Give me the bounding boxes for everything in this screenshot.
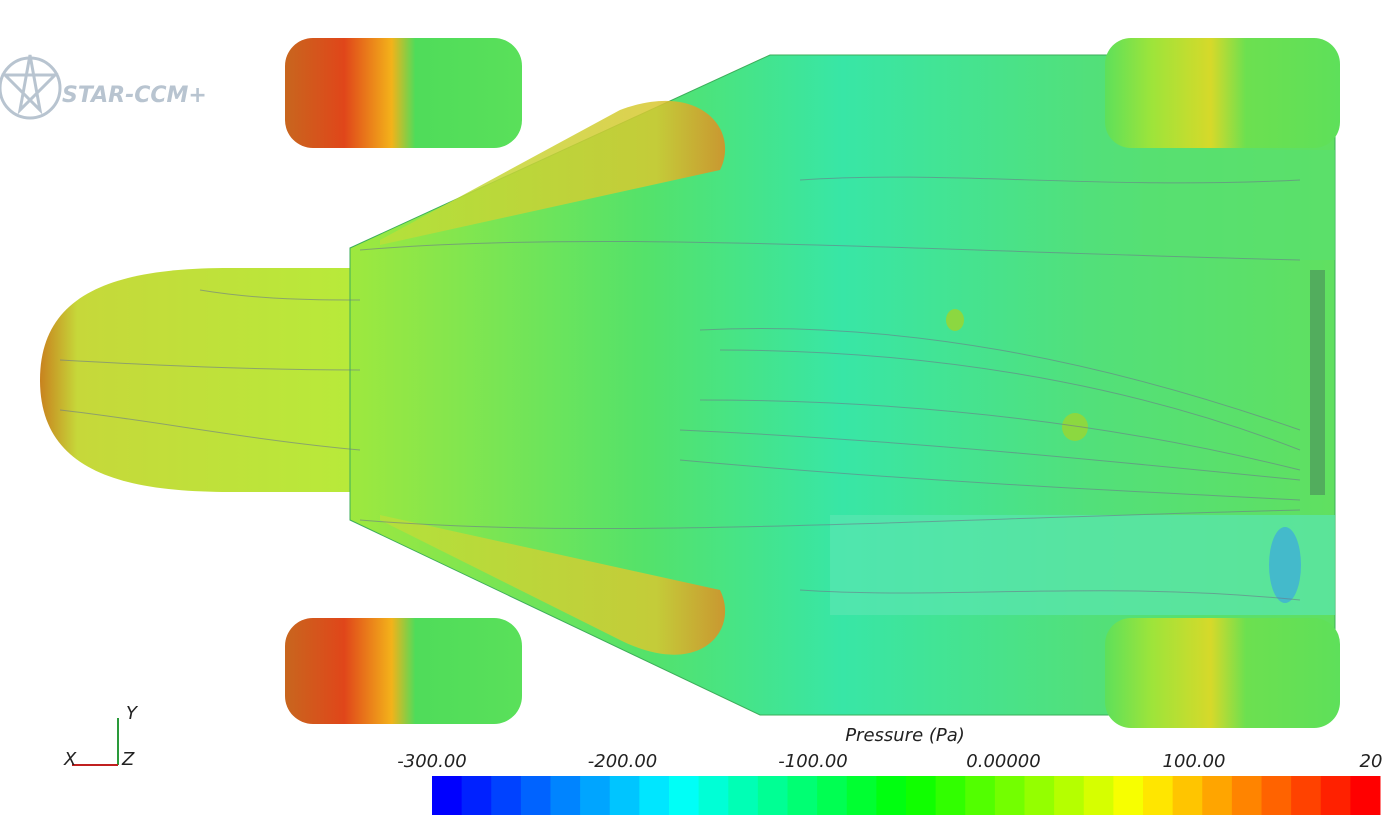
- colorbar-swatch: [1024, 776, 1055, 815]
- colorbar-label: -300.00: [397, 751, 466, 772]
- low-pressure: [1269, 527, 1301, 603]
- sidepod: [380, 100, 726, 245]
- colorbar-swatch: [1291, 776, 1322, 815]
- colorbar-swatch: [728, 776, 759, 815]
- colorbar-swatch: [817, 776, 848, 815]
- colorbar-swatch: [1054, 776, 1085, 815]
- colorbar-swatch: [1261, 776, 1292, 815]
- triad-label: X: [63, 749, 77, 770]
- diffuser: [1310, 270, 1325, 495]
- colorbar-swatch: [1231, 776, 1262, 815]
- axis-triad: Y X Z: [63, 703, 139, 770]
- colorbar-swatch: [1172, 776, 1203, 815]
- colorbar-label: 100.00: [1163, 751, 1226, 772]
- floor: [1140, 150, 1335, 260]
- colorbar-swatch: [994, 776, 1025, 815]
- colorbar: Pressure (Pa) -300.00 -200.00 -100.00 0.000…: [397, 725, 1383, 815]
- logo-star: [1, 54, 59, 115]
- colorbar-swatch: [1202, 776, 1233, 815]
- colorbar-swatch: [757, 776, 788, 815]
- bump: [946, 309, 964, 331]
- logo: STAR-CCM+: [0, 54, 207, 120]
- colorbar-swatch: [520, 776, 551, 815]
- colorbar-swatch: [846, 776, 877, 815]
- colorbar-swatch: [698, 776, 729, 815]
- colorbar-swatch: [432, 776, 463, 815]
- wheel: [1105, 618, 1340, 728]
- colorbar-swatch: [669, 776, 700, 815]
- colorbar-swatch: [1083, 776, 1114, 815]
- colorbar-swatch: [639, 776, 670, 815]
- colorbar-label: -200.00: [588, 751, 657, 772]
- colorbar-swatch: [906, 776, 937, 815]
- colorbar-swatch: [1350, 776, 1381, 815]
- colorbar-label: -100.00: [778, 751, 847, 772]
- wheel: [285, 38, 522, 148]
- colorbar-label: 0.00000: [966, 751, 1040, 772]
- colorbar-swatch: [461, 776, 492, 815]
- colorbar-swatch: [491, 776, 522, 815]
- bump: [1062, 413, 1088, 441]
- wheel: [285, 618, 522, 724]
- colorbar-swatch: [935, 776, 966, 815]
- colorbar-swatch: [1320, 776, 1351, 815]
- colorbar-swatch: [550, 776, 581, 815]
- colorbar-swatch: [787, 776, 818, 815]
- streamlines: [59, 176, 1301, 601]
- colorbar-swatch: [1143, 776, 1174, 815]
- logo-text: STAR-CCM+: [62, 83, 207, 108]
- triad-label: Z: [121, 749, 135, 770]
- colorbar-label: 200: [1360, 751, 1383, 772]
- car: [40, 38, 1340, 728]
- sidepod: [380, 515, 726, 655]
- colorbar-swatch: [965, 776, 996, 815]
- triad-label: Y: [126, 703, 139, 724]
- colorbar-swatch: [876, 776, 907, 815]
- colorbar-swatch: [609, 776, 640, 815]
- colorbar-swatch: [1113, 776, 1144, 815]
- floor: [830, 515, 1335, 615]
- wheel: [1105, 38, 1340, 148]
- colorbar-swatch: [580, 776, 611, 815]
- logo-ring: [0, 56, 62, 120]
- colorbar-title: Pressure (Pa): [845, 725, 965, 746]
- nose: [40, 268, 350, 492]
